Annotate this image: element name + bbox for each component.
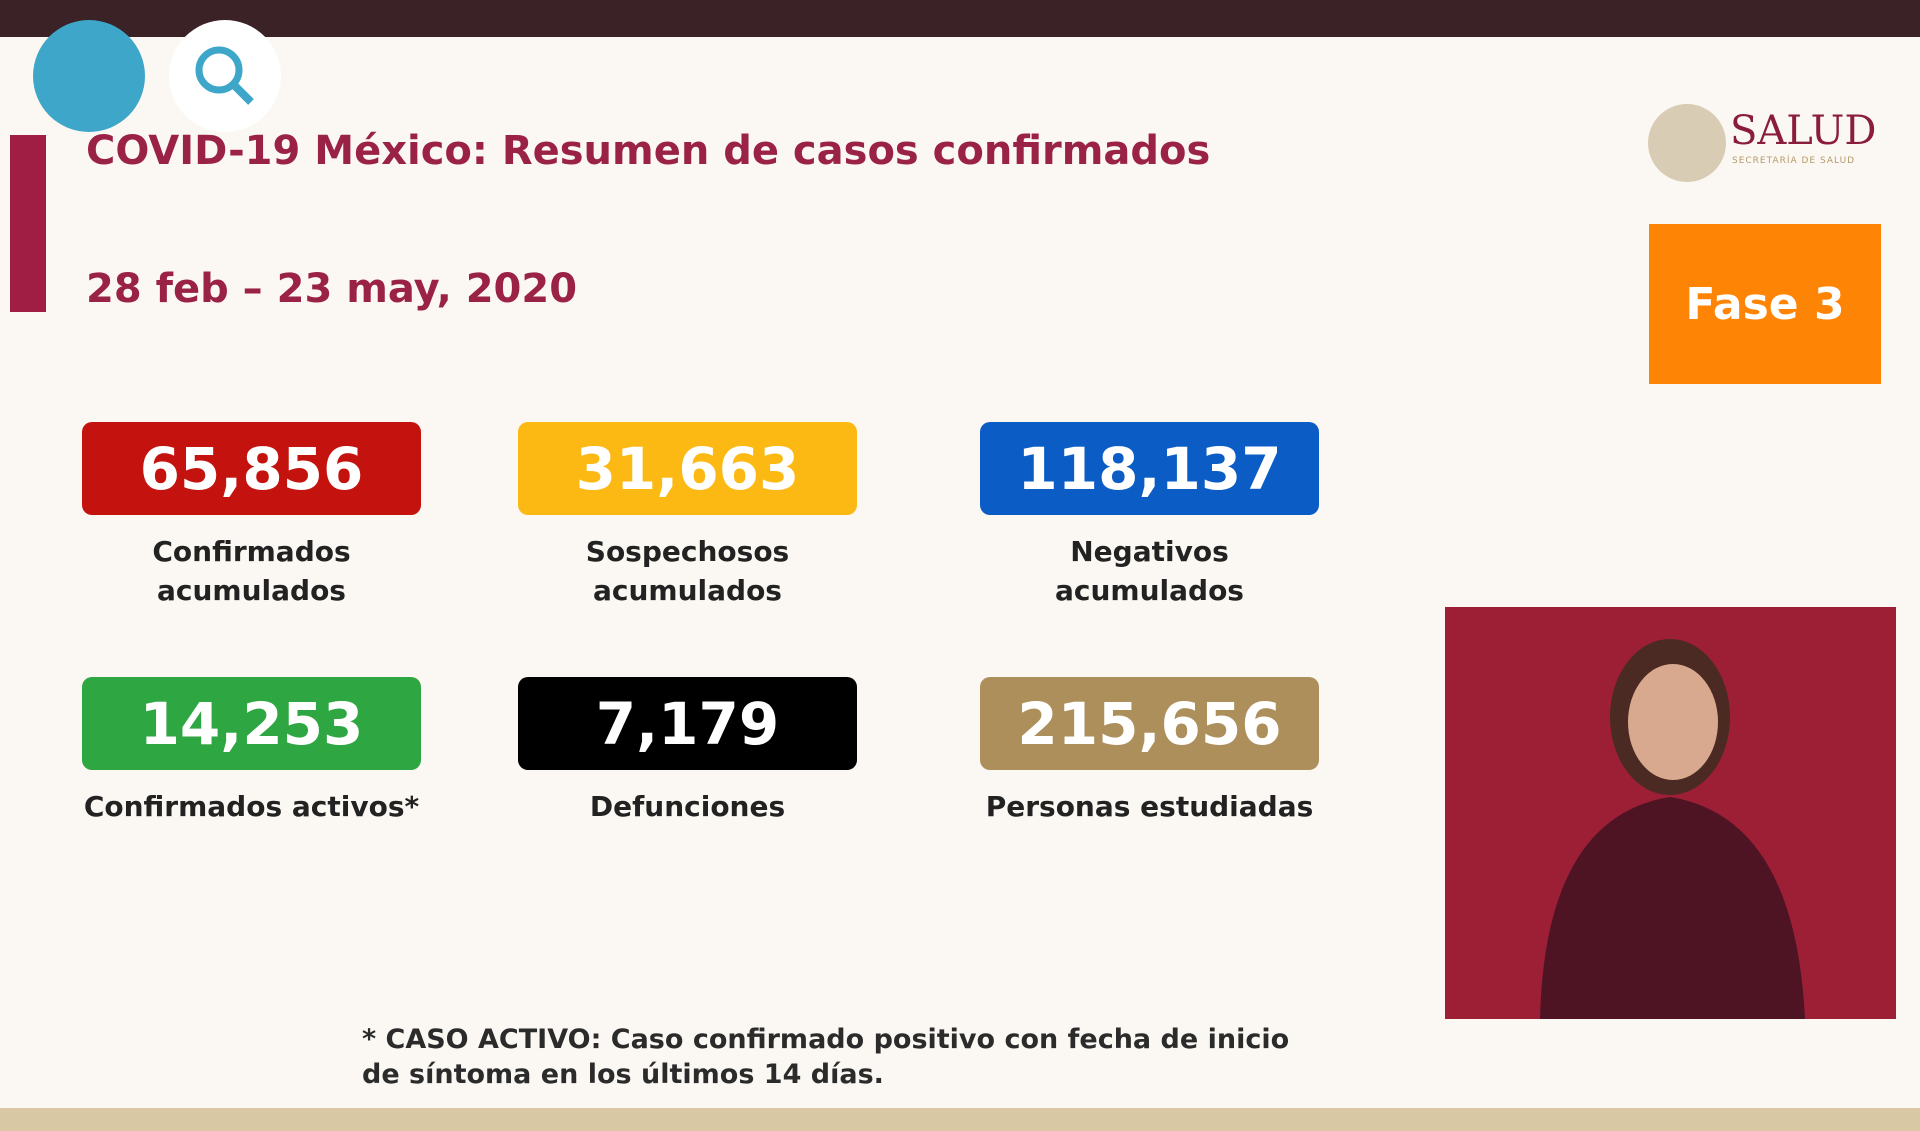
logo-subtitle: SECRETARÍA DE SALUD (1732, 156, 1856, 166)
title: COVID-19 México: Resumen de casos confir… (86, 128, 1211, 174)
accent-bar (10, 135, 46, 312)
stat-label: Defunciones (589, 790, 786, 823)
stat-value: 14,253 (82, 677, 421, 770)
interpreter-video (1445, 607, 1896, 1019)
phase-badge: Fase 3 (1649, 224, 1881, 384)
periscope-button[interactable] (33, 20, 145, 132)
top-bar (0, 0, 1920, 37)
search-icon (195, 46, 254, 105)
stat-label: Confirmados activos* (83, 790, 420, 823)
stat-value: 118,137 (980, 422, 1319, 515)
stat-value: 65,856 (82, 422, 421, 515)
logo-name: SALUD (1730, 108, 1877, 154)
date-range: 28 feb – 23 may, 2020 (86, 266, 578, 312)
stat-label: Confirmados acumulados (152, 535, 351, 607)
stat-label: Personas estudiadas (985, 790, 1314, 823)
stat-value: 7,179 (518, 677, 857, 770)
stat-label: Sospechosos acumulados (585, 535, 790, 607)
footnote: * CASO ACTIVO: Caso confirmado positivo … (362, 1024, 1290, 1090)
stat-value: 31,663 (518, 422, 857, 515)
stat-value: 215,656 (980, 677, 1319, 770)
emblem (1648, 104, 1726, 182)
bottom-bar (0, 1108, 1920, 1131)
stat-label: Negativos acumulados (1055, 535, 1244, 607)
search-button[interactable] (169, 20, 281, 132)
